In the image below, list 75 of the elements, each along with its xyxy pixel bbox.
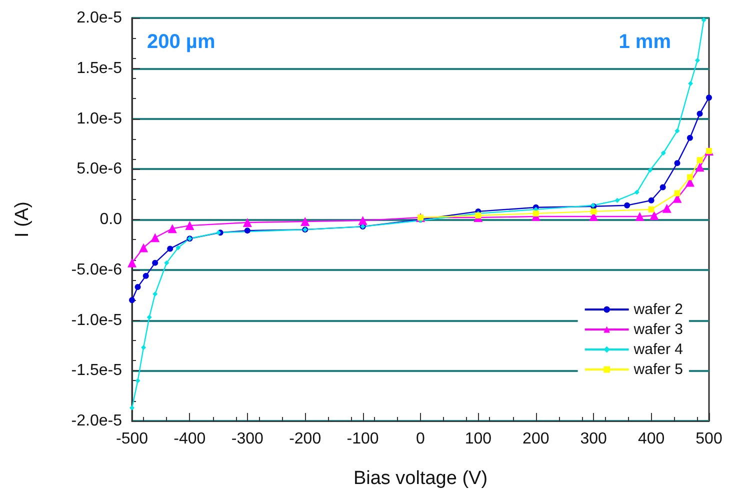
point [674, 160, 680, 166]
y-tick-label: -2.0e-5 [71, 412, 122, 430]
y-tick-label: 1.5e-5 [76, 60, 122, 77]
point [635, 212, 644, 221]
point [634, 190, 640, 195]
legend-label: wafer 4 [632, 341, 684, 358]
point [648, 168, 653, 173]
y-axis-title: I (A) [12, 202, 33, 238]
point [167, 246, 174, 252]
point [648, 197, 654, 204]
point [300, 217, 310, 226]
x-tick-label: 400 [638, 430, 665, 448]
point [532, 210, 539, 216]
point [624, 202, 630, 208]
point [660, 184, 666, 190]
point [662, 204, 672, 213]
point [164, 260, 170, 266]
point [475, 212, 482, 218]
point [168, 224, 177, 234]
x-axis-title: Bias voltage (V) [353, 468, 488, 489]
point [695, 162, 704, 172]
point [650, 210, 659, 220]
x-tick-label: -500 [116, 430, 148, 448]
x-tick-label: -300 [231, 430, 264, 448]
point [706, 94, 712, 101]
point [648, 206, 654, 212]
x-tick-label: -100 [346, 430, 379, 448]
y-tick-label: 0.0 [100, 211, 122, 228]
point [128, 258, 136, 268]
x-tick-label: 0 [416, 430, 426, 448]
point [244, 228, 250, 234]
point [686, 174, 693, 180]
y-tick-label: -1.0e-5 [71, 312, 122, 329]
annotation: 200 µm [147, 31, 216, 53]
point [130, 405, 134, 410]
x-tick-label: 200 [522, 430, 550, 448]
legend-label: wafer 2 [632, 301, 684, 318]
x-tick-label: 300 [580, 430, 608, 448]
point [139, 243, 148, 252]
x-tick-label: 500 [696, 430, 722, 448]
point [142, 272, 149, 279]
point [701, 18, 706, 23]
point [686, 134, 693, 141]
point [150, 233, 160, 242]
point [660, 150, 666, 156]
legend-label: wafer 3 [632, 321, 684, 338]
annotation: 1 mm [618, 31, 672, 53]
point [176, 245, 181, 250]
point [590, 208, 597, 214]
x-tick-label: -400 [174, 430, 206, 448]
point [696, 110, 703, 117]
point [152, 260, 158, 266]
legend-label: wafer 5 [632, 361, 684, 378]
x-tick-label: 100 [464, 430, 492, 448]
x-tick-label: -200 [289, 430, 322, 448]
y-tick-label: -1.5e-5 [71, 362, 122, 380]
point [696, 157, 703, 164]
point [134, 284, 141, 290]
point [152, 292, 158, 297]
y-tick-label: 1.0e-5 [76, 110, 122, 128]
y-tick-label: 2.0e-5 [76, 10, 122, 26]
point [129, 297, 135, 304]
point [358, 216, 368, 226]
point [135, 378, 140, 384]
point [146, 314, 152, 320]
point [674, 128, 680, 134]
point [694, 58, 700, 63]
point [688, 80, 694, 86]
point [242, 218, 252, 228]
point [185, 221, 194, 230]
point [614, 198, 620, 203]
y-tick-label: -5.0e-6 [71, 261, 122, 278]
point [141, 344, 146, 350]
point [674, 190, 680, 196]
y-tick-label: 5.0e-6 [76, 160, 122, 178]
